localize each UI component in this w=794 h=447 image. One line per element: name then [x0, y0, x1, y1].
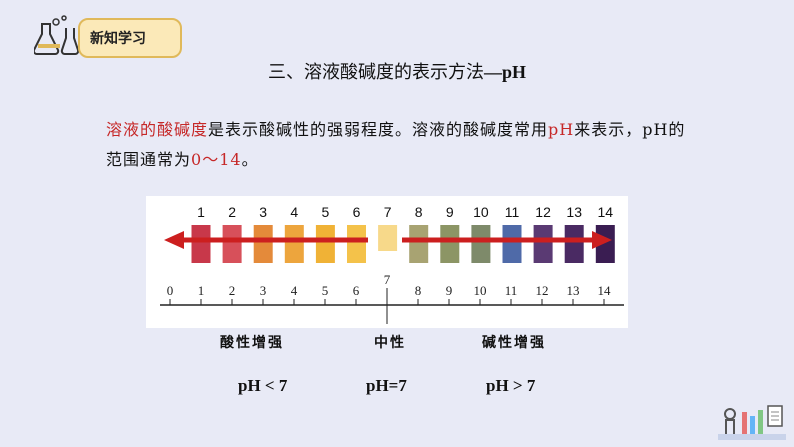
term-highlight: 溶液的酸碱度 [106, 120, 209, 139]
scale-tick-label: 1 [198, 283, 205, 298]
scale-tick-label: 0 [167, 283, 174, 298]
scale-tick-label: 13 [567, 283, 580, 298]
ph-greater-than-label: pH > 7 [486, 376, 536, 395]
title-text: 三、溶液酸碱度的表示方法 [267, 62, 484, 83]
scale-tick-label: 8 [415, 283, 422, 298]
strip-number: 10 [473, 204, 489, 220]
scale-tick-label: 10 [474, 283, 487, 298]
para-part1: 是表示酸碱性的强弱程度。溶液的酸碱度常用 [208, 120, 549, 139]
ph-scale-figure: 1 2 3 4 5 6 7 8 9 10 11 12 13 140 1 2 3 4 5 6 8 9 10 11 12 13 147 [160, 204, 624, 324]
flask-icon [34, 15, 80, 55]
ph-color-swatch [378, 225, 398, 251]
title-ph: pH [501, 62, 526, 82]
base-label: 碱性增强 [482, 335, 546, 351]
strip-number: 7 [384, 204, 392, 220]
strip-number: 3 [259, 204, 267, 220]
strip-number: 6 [353, 204, 361, 220]
scale-tick-label: 4 [291, 283, 298, 298]
range-highlight: 0～14 [191, 150, 242, 169]
title-dash: — [483, 62, 502, 82]
lab-equipment-icon [718, 405, 786, 440]
ph-color-swatch [347, 225, 366, 263]
ph-scale-panel: 1 2 3 4 5 6 7 8 9 10 11 12 13 14 0 1 2 3 4 5 6 8 9 10 11 12 13 14 7 [146, 196, 628, 328]
ph-color-swatch [533, 225, 553, 263]
strip-number: 13 [566, 204, 582, 220]
para-part2: 来表示，pH的范围通常为 [106, 120, 686, 169]
page-title: 三、溶液酸碱度的表示方法—pH [0, 58, 794, 84]
ph-color-swatch [315, 225, 335, 263]
scale-tick-label: 9 [446, 283, 453, 298]
section-badge: 新知学习 [34, 14, 184, 60]
acid-label: 酸性增强 [220, 335, 284, 351]
ph-color-swatch [284, 225, 304, 263]
definition-paragraph: 溶液的酸碱度是表示酸碱性的强弱程度。溶液的酸碱度常用pH来表示，pH的范围通常为… [106, 115, 686, 175]
ph-color-swatch [471, 225, 491, 263]
neutral-label: 中性 [374, 335, 406, 351]
scale-tick-label: 3 [260, 283, 267, 298]
ph-color-swatch [253, 225, 273, 263]
scale-tick-label: 14 [598, 283, 612, 298]
strip-number: 8 [415, 204, 423, 220]
ph-highlight: pH [548, 120, 575, 139]
scale-tick-label: 6 [353, 283, 360, 298]
para-end: 。 [241, 150, 259, 169]
ph-color-swatch [564, 225, 584, 263]
ph-color-swatch [595, 225, 615, 263]
ph-color-swatch [409, 225, 429, 263]
ph-color-swatch [502, 225, 522, 263]
acid-arrow-head [164, 231, 184, 249]
strip-number: 14 [598, 204, 614, 220]
ph-color-swatch [222, 225, 242, 263]
scale-tick-label: 5 [322, 283, 329, 298]
scale-tick-label: 2 [229, 283, 236, 298]
ph-less-than-label: pH < 7 [238, 376, 288, 395]
scale-tick-label: 12 [536, 283, 549, 298]
base-arrow-head [592, 231, 612, 249]
scale-tick-label: 11 [505, 283, 518, 298]
ph-color-swatch [191, 225, 211, 263]
ph-equal-label: pH=7 [366, 376, 407, 395]
strip-number: 1 [197, 204, 205, 220]
neutral-mark-label: 7 [384, 272, 391, 287]
badge-label: 新知学习 [78, 18, 182, 58]
strip-number: 5 [322, 204, 330, 220]
strip-number: 4 [290, 204, 298, 220]
strip-number: 2 [228, 204, 236, 220]
strip-number: 11 [505, 204, 520, 220]
strip-number: 12 [535, 204, 551, 220]
strip-number: 9 [446, 204, 454, 220]
ph-color-swatch [440, 225, 460, 263]
